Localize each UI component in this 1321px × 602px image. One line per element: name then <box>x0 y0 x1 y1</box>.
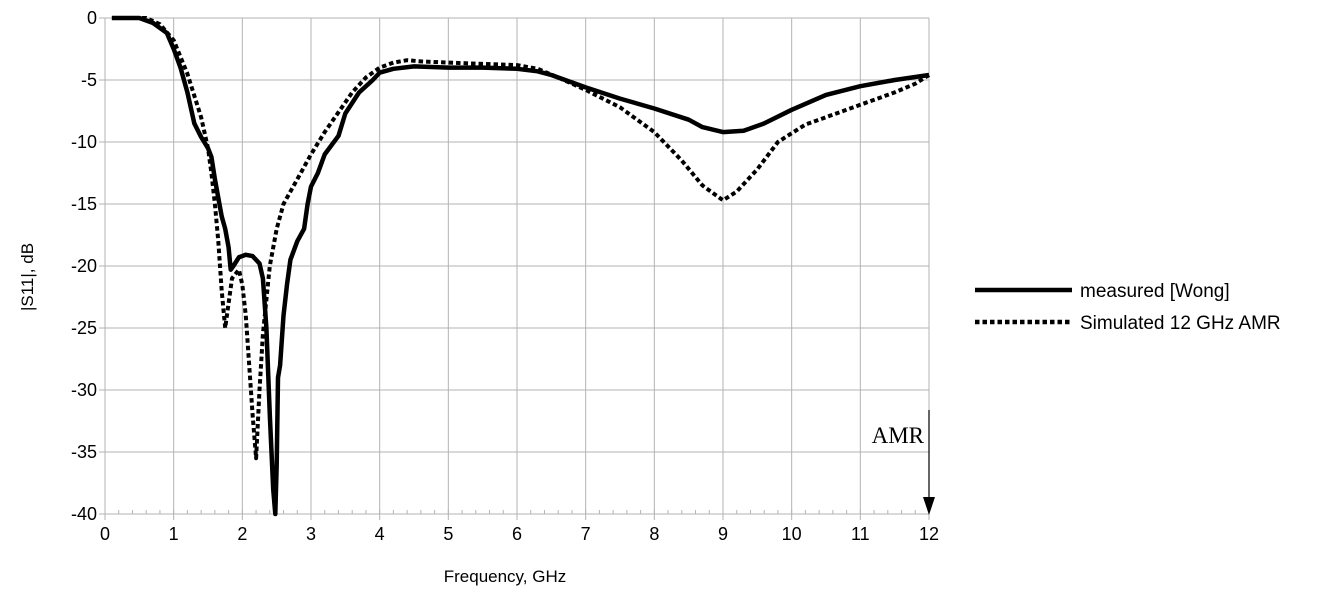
legend-label-measured: measured [Wong] <box>1080 281 1230 302</box>
x-tick-label: 7 <box>581 524 591 544</box>
y-tick-label: 0 <box>87 8 97 28</box>
legend-label-simulated: Simulated 12 GHz AMR <box>1080 313 1281 334</box>
x-tick-label: 12 <box>919 524 939 544</box>
amr-annotation: AMR <box>872 410 935 515</box>
legend: measured [Wong] Simulated 12 GHz AMR <box>975 281 1281 334</box>
y-tick-label: -5 <box>81 70 97 90</box>
y-tick-label: -10 <box>71 132 97 152</box>
y-tick-label: -35 <box>71 442 97 462</box>
series-measured-line <box>111 15 930 517</box>
x-tick-label: 0 <box>100 524 110 544</box>
amr-label: AMR <box>872 423 925 448</box>
y-tick-label: -20 <box>71 256 97 276</box>
x-axis-title: Frequency, GHz <box>444 567 567 586</box>
y-tick-label: -30 <box>71 380 97 400</box>
y-axis-title: |S11|, dB <box>18 243 37 311</box>
y-tick-label: -15 <box>71 194 97 214</box>
x-tick-label: 4 <box>375 524 385 544</box>
x-tick-label: 3 <box>306 524 316 544</box>
series-lines <box>111 15 931 517</box>
x-tick-label: 5 <box>443 524 453 544</box>
x-tick-label: 1 <box>169 524 179 544</box>
grid <box>99 17 930 520</box>
x-tick-label: 10 <box>782 524 802 544</box>
x-tick-label: 2 <box>237 524 247 544</box>
amr-arrow-head <box>923 497 935 515</box>
x-tick-label: 6 <box>512 524 522 544</box>
x-tick-label: 9 <box>718 524 728 544</box>
x-tick-label: 8 <box>649 524 659 544</box>
x-tick-label: 11 <box>851 524 870 544</box>
y-tick-label: -25 <box>71 318 97 338</box>
y-tick-label: -40 <box>71 504 97 524</box>
series-simulated-line <box>111 16 931 461</box>
tick-labels: 0 1 2 3 4 5 6 7 8 9 10 11 120-5-10-15-20-25-30-35-40 <box>71 8 939 544</box>
